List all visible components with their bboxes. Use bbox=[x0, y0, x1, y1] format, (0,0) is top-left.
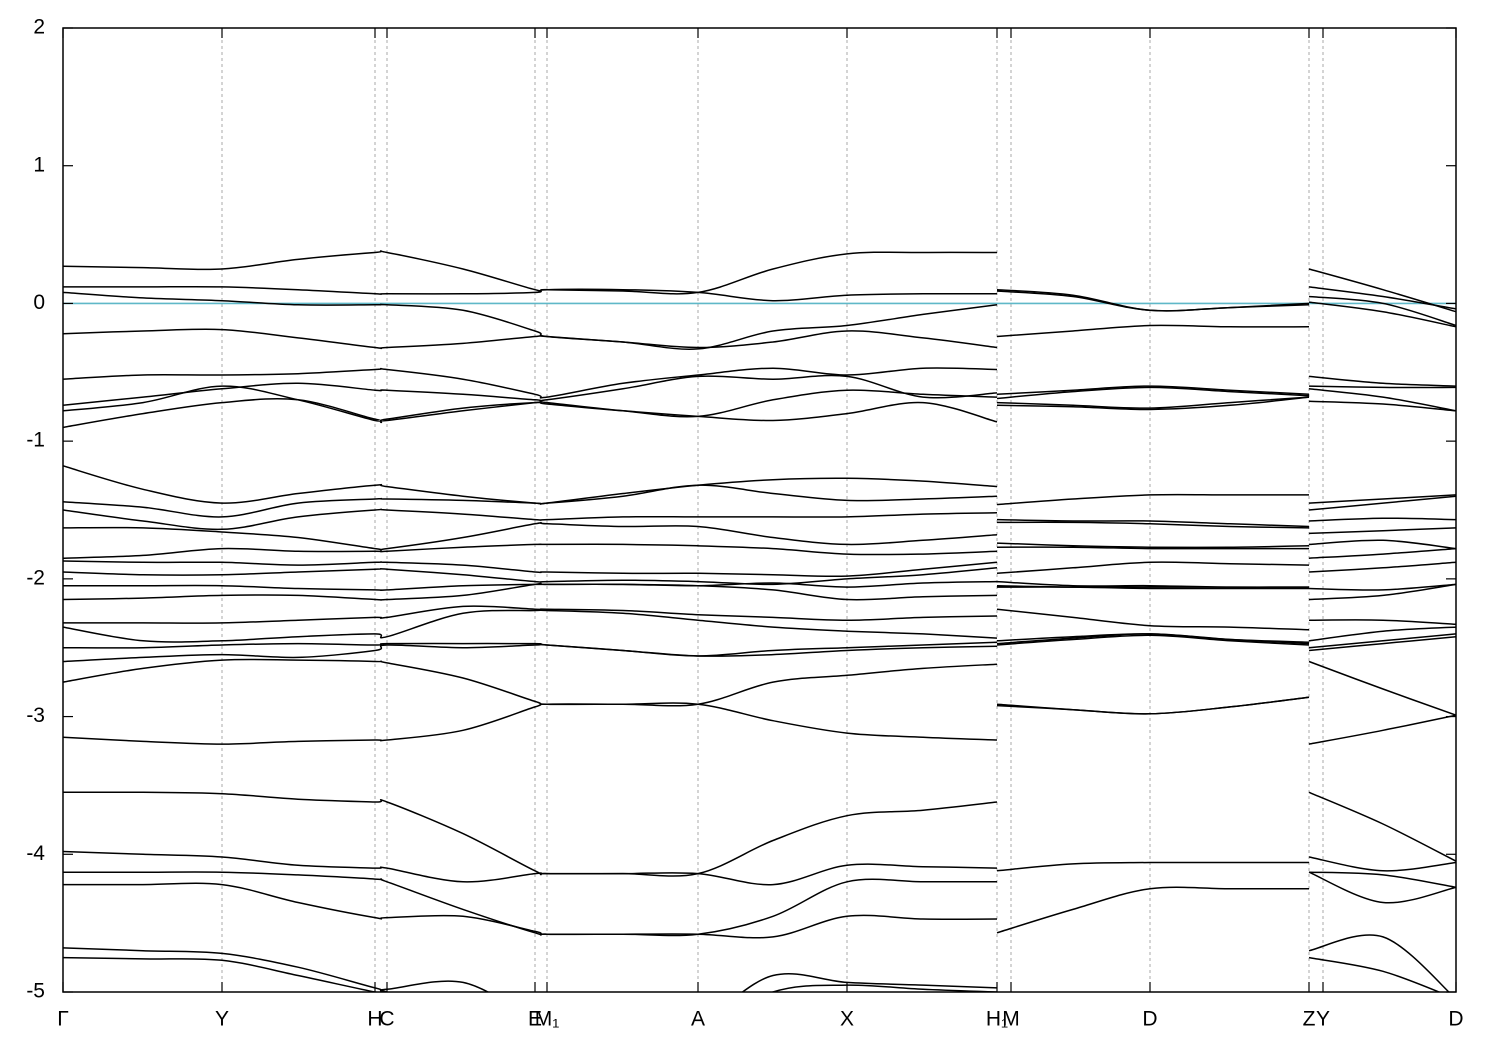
band-line bbox=[63, 396, 1456, 429]
y-tick-label: 2 bbox=[33, 16, 45, 39]
band-line bbox=[63, 791, 1456, 877]
x-tick-label: D bbox=[1142, 1008, 1157, 1031]
x-tick-label: X bbox=[840, 1008, 854, 1031]
band-line bbox=[63, 582, 1456, 601]
y-tick-label: -1 bbox=[26, 429, 45, 452]
y-tick-label: 1 bbox=[33, 153, 45, 176]
plot-frame bbox=[62, 27, 1457, 993]
x-tick-label: M₁ bbox=[535, 1008, 560, 1031]
band-line bbox=[63, 465, 1456, 506]
y-tick-label: 0 bbox=[33, 291, 45, 314]
band-line bbox=[63, 934, 1450, 992]
band-line bbox=[63, 871, 1456, 939]
x-tick-label: H bbox=[367, 1008, 382, 1031]
band-line bbox=[63, 285, 1456, 312]
band-line bbox=[63, 250, 1456, 313]
y-tick-label: -4 bbox=[26, 842, 45, 865]
band-line bbox=[63, 696, 1456, 745]
x-tick-label: C bbox=[379, 1008, 394, 1031]
band-line bbox=[63, 658, 1456, 716]
band-line bbox=[63, 633, 1456, 657]
x-tick-label: Y bbox=[1316, 1008, 1330, 1031]
band-line bbox=[63, 367, 1456, 399]
band-line bbox=[63, 871, 1456, 937]
band-line bbox=[63, 539, 1456, 559]
x-tick-label: M bbox=[1002, 1008, 1020, 1031]
bands-layer bbox=[63, 250, 1456, 992]
band-line bbox=[63, 634, 1456, 663]
grid-layer bbox=[62, 28, 1457, 992]
band-line bbox=[63, 521, 1456, 551]
band-line bbox=[63, 291, 1456, 350]
band-line bbox=[63, 547, 1456, 578]
band-line bbox=[63, 850, 1456, 934]
x-tick-label: Γ bbox=[57, 1008, 69, 1031]
band-line bbox=[63, 301, 1456, 350]
band-line bbox=[63, 609, 1456, 643]
x-tick-label: D bbox=[1448, 1008, 1463, 1031]
band-line bbox=[63, 484, 1456, 528]
x-tick-label: E bbox=[528, 1008, 542, 1031]
band-line bbox=[63, 605, 1456, 631]
y-tick-label: -2 bbox=[26, 566, 45, 589]
x-tick-label: H₁ bbox=[986, 1008, 1008, 1031]
x-tick-label: Y bbox=[215, 1008, 229, 1031]
x-tick-label: A bbox=[691, 1008, 705, 1031]
y-tick-label: -3 bbox=[26, 704, 45, 727]
x-tick-label: Z bbox=[1303, 1008, 1316, 1031]
band-line bbox=[63, 508, 1456, 531]
y-tick-label: -5 bbox=[26, 980, 45, 1003]
band-line bbox=[63, 956, 1441, 992]
